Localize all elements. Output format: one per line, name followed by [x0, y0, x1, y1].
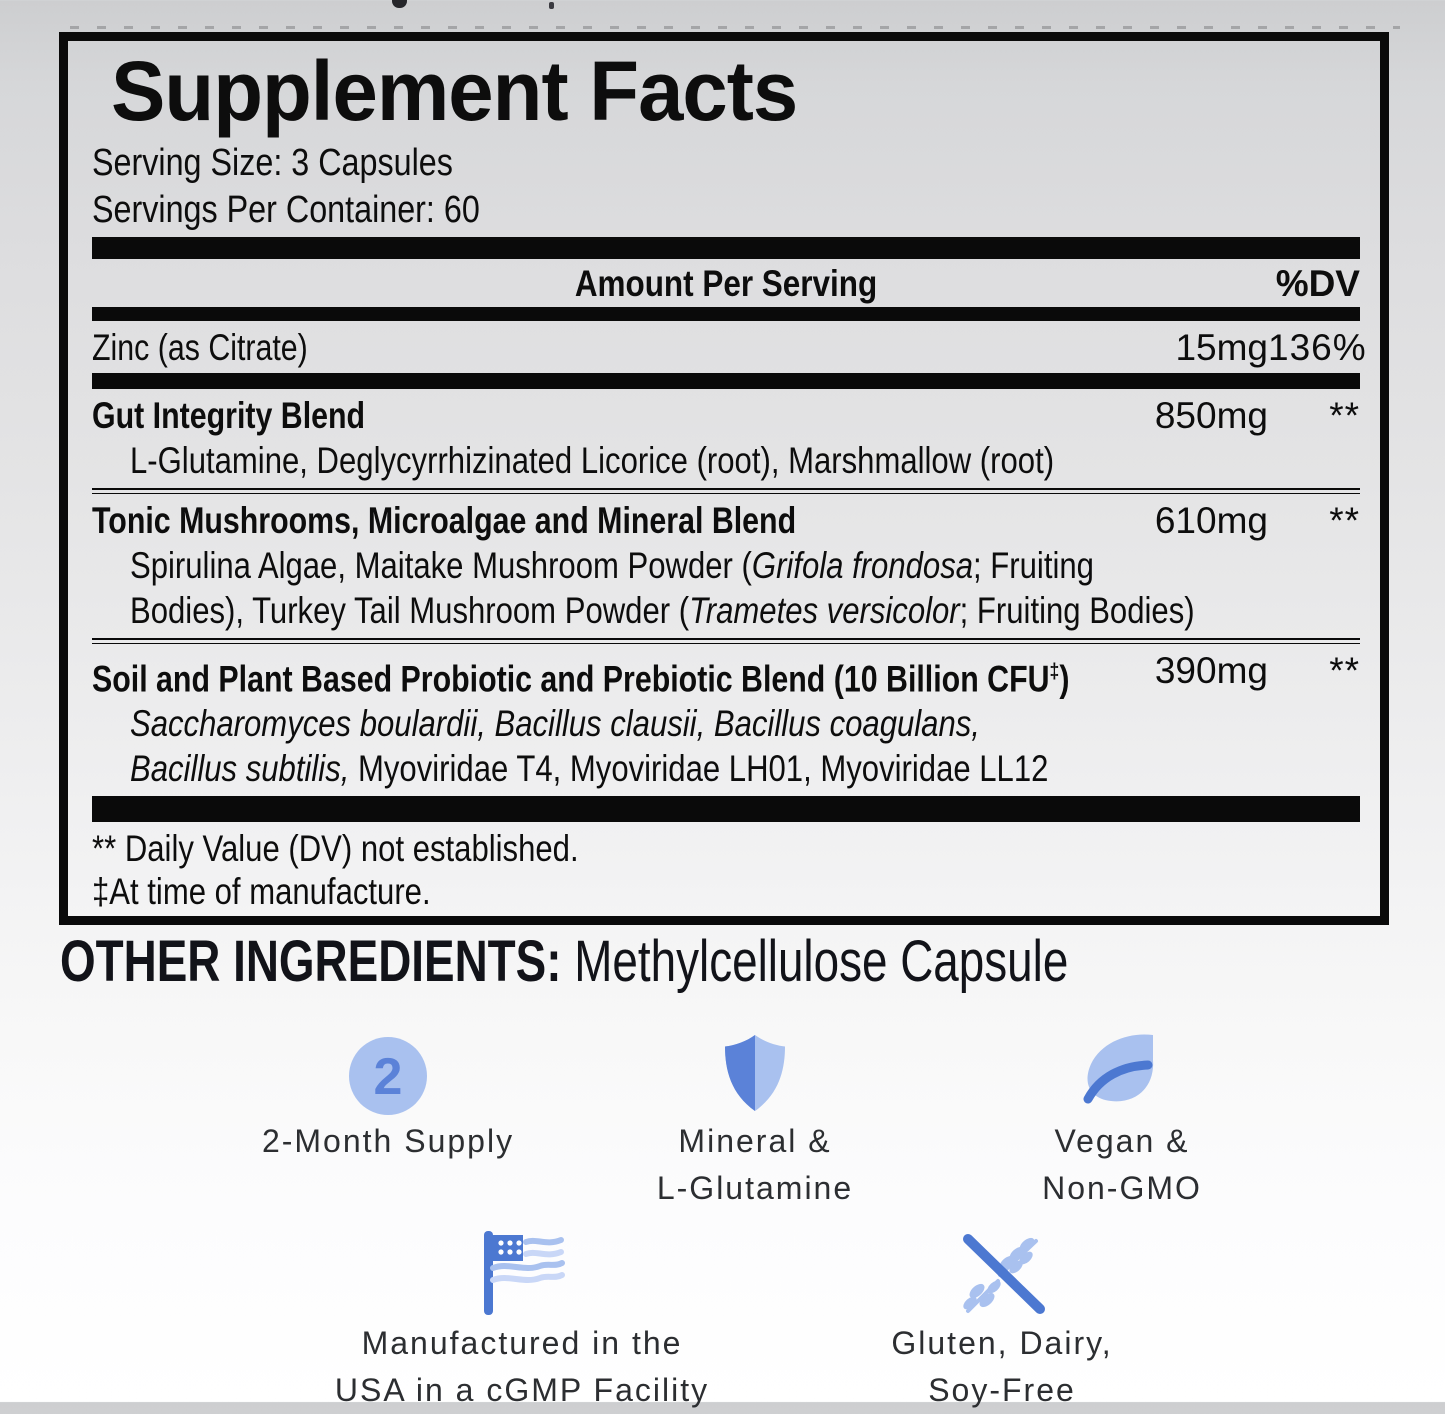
other-ingredients-value: Methylcellulose Capsule: [574, 929, 1069, 994]
divider-bar-thick: [92, 796, 1360, 823]
footnote-dv: ** Daily Value (DV) not established.: [92, 828, 579, 870]
divider-bar-medium: [92, 307, 1360, 322]
divider-bar-medium: [92, 373, 1360, 390]
badge-mineral-glutamine: Mineral & L-Glutamine: [605, 1030, 905, 1212]
badge-two-month-supply: 2 2-Month Supply: [238, 1034, 538, 1165]
blend-name: Tonic Mushrooms, Microalgae and Mineral …: [92, 500, 797, 542]
nutrient-row-zinc: Zinc (as Citrate) 15mg 136%: [92, 321, 1367, 373]
blend-row: Gut Integrity Blend 850mg **: [92, 389, 1360, 438]
blend-ingredients-line: Bodies), Turkey Tail Mushroom Powder (Tr…: [130, 590, 1195, 632]
badge-label: Gluten, Dairy, Soy-Free: [891, 1325, 1113, 1408]
supplement-facts-panel: Supplement Facts Serving Size: 3 Capsule…: [59, 32, 1389, 925]
percent-dv-header: %DV: [1275, 263, 1360, 305]
servings-per-container: Servings Per Container: 60: [92, 189, 480, 232]
blend-ingredients: Spirulina Algae, Maitake Mushroom Powder…: [92, 543, 1360, 633]
blend-ingredients: Saccharomyces boulardii, Bacillus clausi…: [92, 701, 1360, 791]
badge-label: Mineral & L-Glutamine: [656, 1123, 854, 1206]
blend-ingredients: L-Glutamine, Deglycyrrhizinated Licorice…: [92, 438, 1360, 483]
nutrient-name: Zinc (as Citrate): [92, 327, 308, 369]
blend-name: Soil and Plant Based Probiotic and Prebi…: [92, 658, 1070, 700]
footnote-manufacture: ‡At time of manufacture.: [92, 871, 431, 913]
svg-text:2: 2: [374, 1048, 403, 1106]
blend-section-gut-integrity: Gut Integrity Blend 850mg ** L-Glutamine…: [92, 389, 1360, 488]
badge-label: 2-Month Supply: [261, 1123, 515, 1159]
divider-bar-thick: [92, 237, 1360, 260]
blend-dv: **: [1329, 395, 1360, 437]
blend-ingredients-line: Spirulina Algae, Maitake Mushroom Powder…: [130, 545, 1094, 587]
blend-ingredients-line: L-Glutamine, Deglycyrrhizinated Licorice…: [130, 440, 1055, 482]
blend-dv: **: [1329, 650, 1360, 692]
crop-artifact: [549, 2, 554, 9]
usa-flag-icon: [322, 1228, 722, 1320]
badge-vegan-nongmo: Vegan & Non-GMO: [972, 1030, 1272, 1212]
other-ingredients-label: OTHER INGREDIENTS:: [60, 929, 562, 994]
two-month-supply-icon: 2: [238, 1034, 538, 1118]
badge-label: Manufactured in the USA in a cGMP Facili…: [334, 1325, 710, 1408]
blend-ingredients-line: Bacillus subtilis, Myoviridae T4, Myovir…: [130, 748, 1049, 790]
gluten-free-icon: [837, 1228, 1167, 1320]
nutrient-dv: 136%: [1268, 327, 1367, 369]
divider-double-line: [92, 488, 1360, 495]
blend-section-probiotic: Soil and Plant Based Probiotic and Prebi…: [92, 644, 1360, 796]
leaf-icon: [972, 1030, 1272, 1118]
blend-amount: 850mg: [1154, 395, 1268, 437]
nutrient-amount: 15mg: [1175, 327, 1268, 369]
blend-dv: **: [1329, 500, 1360, 542]
badge-made-in-usa: Manufactured in the USA in a cGMP Facili…: [322, 1228, 722, 1414]
column-header-row: Amount Per Serving %DV: [92, 259, 1360, 307]
blend-row: Soil and Plant Based Probiotic and Prebi…: [92, 644, 1360, 701]
crop-artifact: [392, 0, 407, 8]
panel-title: Supplement Facts: [111, 44, 798, 138]
divider-double-line: [92, 638, 1360, 645]
badge-allergen-free: Gluten, Dairy, Soy-Free: [837, 1228, 1167, 1414]
blend-amount: 390mg: [1154, 650, 1268, 692]
other-ingredients-line: OTHER INGREDIENTS: Methylcellulose Capsu…: [60, 930, 1068, 994]
blend-ingredients-line: Saccharomyces boulardii, Bacillus clausi…: [130, 703, 980, 745]
crop-artifact-row: [70, 26, 1400, 29]
badge-label: Vegan & Non-GMO: [1042, 1123, 1202, 1206]
blend-row: Tonic Mushrooms, Microalgae and Mineral …: [92, 494, 1360, 543]
blend-name: Gut Integrity Blend: [92, 395, 366, 437]
amount-per-serving-header: Amount Per Serving: [574, 263, 878, 305]
blend-section-tonic-mushrooms: Tonic Mushrooms, Microalgae and Mineral …: [92, 494, 1360, 638]
shield-icon: [605, 1030, 905, 1118]
footnotes: ** Daily Value (DV) not established. ‡At…: [92, 822, 1360, 913]
serving-size: Serving Size: 3 Capsules: [92, 142, 453, 185]
blend-amount: 610mg: [1154, 500, 1268, 542]
dagger-superscript: ‡: [1049, 659, 1060, 684]
